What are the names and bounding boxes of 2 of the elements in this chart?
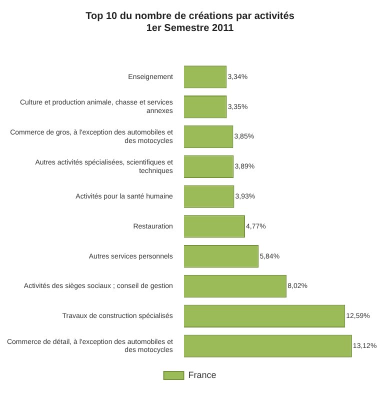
chart-title: Top 10 du nombre de créations par activités 1er Semestre 2011 <box>86 10 295 34</box>
legend-label: France <box>188 370 216 380</box>
